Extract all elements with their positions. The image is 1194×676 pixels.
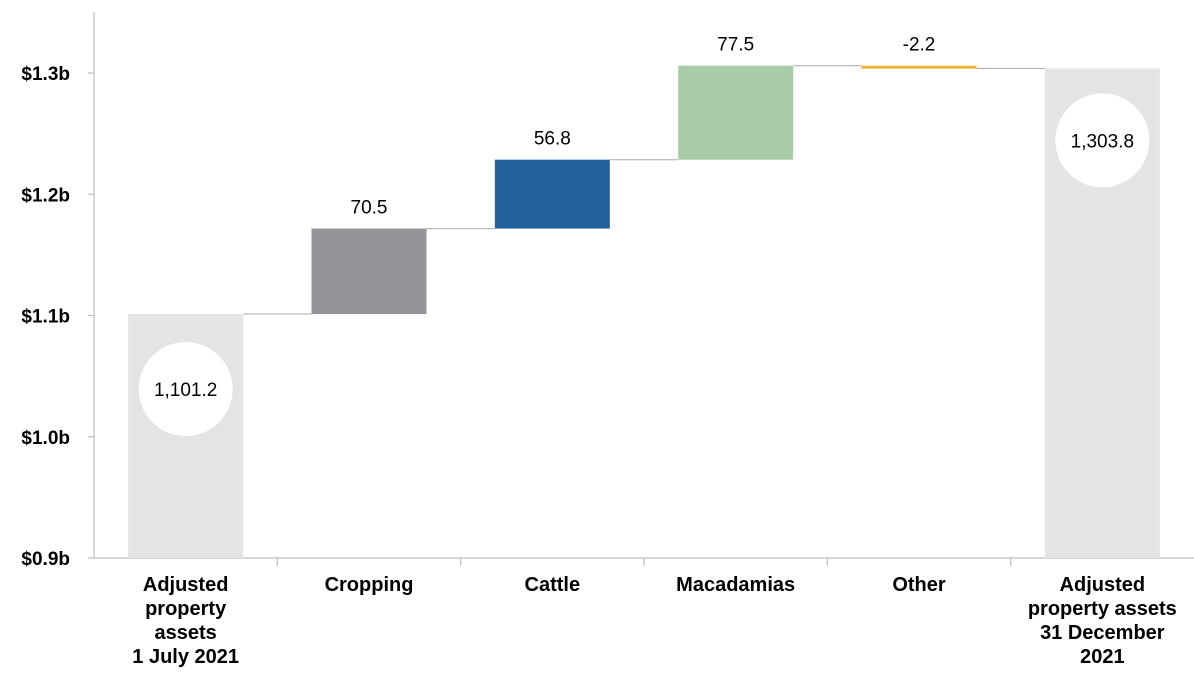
category-label-line: Cropping [325,574,414,596]
y-tick-label: $1.0b [21,428,70,449]
y-tick-label: $1.3b [21,64,70,85]
value-label-circle [1055,93,1150,188]
category-label: Adjusted property assets 31 December 2021 [1028,574,1177,668]
category-label-line: Macadamias [676,574,795,596]
category-label: Other [892,574,946,596]
bar-other [861,65,977,69]
category-label: Cattle [525,574,581,596]
value-label: 70.5 [351,198,388,219]
connector-lines [243,65,1045,315]
category-label-line: property assets [1028,598,1177,620]
category-label: Adjusted property assets 1 July 2021 [132,574,239,668]
category-label-line: 2021 [1080,646,1125,668]
category-label-line: assets [155,622,217,644]
category-label-line: 1 July 2021 [132,646,239,668]
category-label-line: Other [892,574,946,596]
value-label: 77.5 [717,35,754,56]
bar-cropping [311,228,427,315]
bar-macadamias [678,65,794,160]
chart-axes: $0.9b $1.0b $1.1b $1.2b $1.3b [21,12,1194,570]
category-label-line: property [145,598,227,620]
value-label: 1,303.8 [1071,131,1134,152]
category-labels-group: Adjusted property assets 1 July 2021Croppin… [132,574,1177,668]
value-labels-group: 1,101.2 70.5 56.8 77.5 -2.2 1,303.8 [138,35,1150,437]
category-label-line: Adjusted [143,574,229,596]
value-label: -2.2 [903,35,936,56]
bars-group [128,65,1160,558]
category-label: Cropping [325,574,414,596]
category-label-line: Adjusted [1060,574,1146,596]
y-tick-label: $1.1b [21,307,70,328]
bar-cattle [494,159,610,229]
value-label: 1,101.2 [154,380,217,401]
category-label: Macadamias [676,574,795,596]
category-label-line: Cattle [525,574,581,596]
value-label-circle [138,342,233,437]
y-tick-label: $1.2b [21,185,70,206]
y-tick-label: $0.9b [21,549,70,570]
category-label-line: 31 December [1040,622,1165,644]
value-label: 56.8 [534,129,571,150]
